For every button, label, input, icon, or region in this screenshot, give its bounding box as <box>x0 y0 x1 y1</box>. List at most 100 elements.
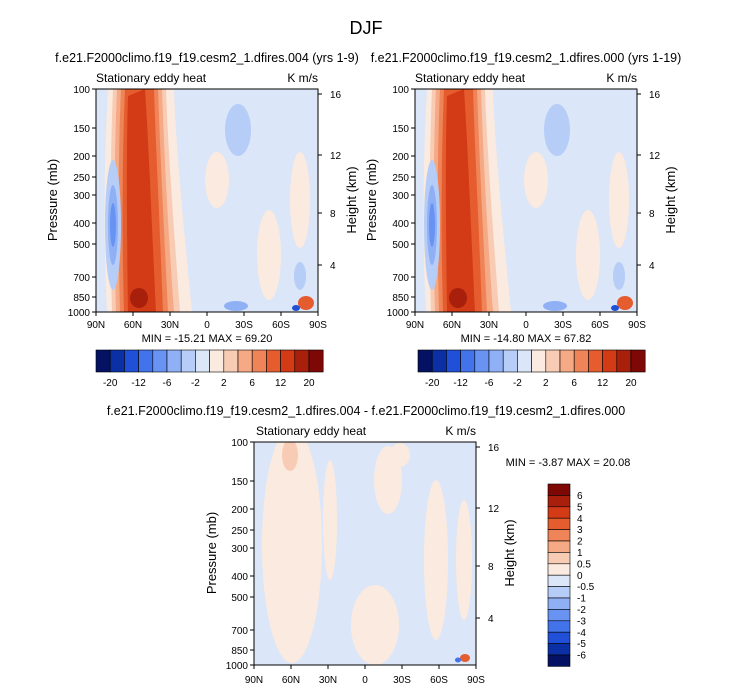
panel-1-colorbar-box <box>223 349 239 373</box>
panel-1-x-tick-label: 0 <box>204 320 210 331</box>
panel-3-colorbar-box <box>547 654 571 667</box>
panel-3-y-tick-label: 150 <box>231 477 248 488</box>
panel-1-positive-cell-1 <box>205 152 229 208</box>
panel-2-colorbar-label: 6 <box>571 378 577 389</box>
panel-1-negative-cell-5 <box>294 262 306 290</box>
panel-2-min-max: MIN = -14.80 MAX = 67.82 <box>461 333 592 345</box>
panel-1-y-tick-label: 250 <box>73 173 90 184</box>
panel-3-colorbar-box <box>547 631 571 644</box>
panel-1-colorbar-box <box>237 349 253 373</box>
panel-1-colorbar-box <box>294 349 310 373</box>
panel-3-positive-cell-6 <box>351 585 399 665</box>
panel-2-colorbar-box <box>446 349 461 373</box>
panel-2-positive-cell-4 <box>617 296 633 310</box>
panel-2-contour-30 <box>445 89 475 312</box>
panel-1-positive-cell-4 <box>298 296 314 310</box>
panel-1-y-tick-label: 100 <box>73 85 90 96</box>
panel-3-y-axis-label: Pressure (mb) <box>204 512 219 594</box>
panel-3-colorbar-box <box>547 517 571 530</box>
panel-3-height-tick-labels: 16 12 8 4 <box>488 443 500 625</box>
panel-2-colorbar-box <box>588 349 603 373</box>
panel-1-left-label: Stationary eddy heat <box>96 71 207 85</box>
panel-1-height-tick-label: 12 <box>330 151 342 162</box>
panel-3-title: f.e21.F2000climo.f19_f19.cesm2_1.dfires.… <box>107 404 625 418</box>
panel-2-y-tick-labels: 100 150 200 250 300 400 500 700 850 1000 <box>387 85 410 319</box>
panel-2-colorbar-box <box>417 349 433 373</box>
panel-1-tick-marks <box>92 88 322 316</box>
panel-1-colorbar-box <box>109 349 125 373</box>
panel-1-colorbar: -20 -12 -6 -2 2 6 12 20 <box>95 349 324 389</box>
panel-1-colorbar-label: -6 <box>163 378 172 389</box>
panel-3-colorbar-label: 6 <box>577 491 583 502</box>
panel-1-colorbar-label: 12 <box>275 378 287 389</box>
panel-3-x-tick-label: 90N <box>245 675 263 686</box>
panel-2-colorbar-label: 2 <box>543 378 549 389</box>
panel-3-left-label: Stationary eddy heat <box>256 424 367 438</box>
panel-2-negative-cell-3 <box>429 203 435 247</box>
panel-1-x-tick-label: 90S <box>309 320 327 331</box>
panel-3-colorbar-label: -2 <box>577 605 586 616</box>
panel-3-positive-cell-5 <box>390 443 410 467</box>
panel-1-contour-max <box>130 288 148 308</box>
panel-2-colorbar: -20 -12 -6 -2 2 6 12 20 <box>417 349 646 389</box>
panel-2-positive-cell-2 <box>576 210 600 300</box>
panel-2: f.e21.F2000climo.f19_f19.cesm2_1.dfires.… <box>364 51 681 389</box>
panel-2-x-tick-label: 0 <box>523 320 529 331</box>
panel-2-negative-cell-4 <box>544 104 570 156</box>
panel-2-colorbar-box <box>616 349 632 373</box>
panel-2-x-tick-label: 60S <box>591 320 609 331</box>
panel-1-y-tick-labels: 100 150 200 250 300 400 500 700 850 1000 <box>68 85 91 319</box>
panel-3-colorbar-label: 5 <box>577 502 583 513</box>
panel-1-colorbar-label: -2 <box>191 378 200 389</box>
panel-1-y-tick-label: 400 <box>73 219 90 230</box>
panel-3-y-tick-label: 250 <box>231 526 248 537</box>
panel-2-y-tick-label: 200 <box>392 152 409 163</box>
panel-3-colorbar-label: -3 <box>577 616 586 627</box>
panel-3-positive-cell-7 <box>424 480 448 640</box>
panel-3-colorbar-box <box>547 495 571 508</box>
panel-3-colorbar-label: 2 <box>577 537 583 548</box>
panel-3-height-tick-label: 4 <box>488 614 494 625</box>
panel-3-colorbar-label: -0.5 <box>577 582 595 593</box>
panel-2-colorbar-box <box>545 349 561 373</box>
panel-2-units-label: K m/s <box>606 71 637 85</box>
panel-3-height-tick-label: 12 <box>488 504 500 515</box>
panel-2-colorbar-box <box>559 349 575 373</box>
panel-3-colorbar-box <box>547 609 571 622</box>
panel-1-height-tick-label: 8 <box>330 209 336 220</box>
panel-2-colorbar-label: -6 <box>485 378 494 389</box>
panel-2-colorbar-box <box>573 349 589 373</box>
panel-2-height-tick-labels: 16 12 8 4 <box>649 90 661 272</box>
panel-1-contour-30 <box>126 89 156 312</box>
panel-1-colorbar-box <box>138 349 154 373</box>
panel-2-negative-cell-7 <box>611 305 619 311</box>
panel-2-height-tick-label: 16 <box>649 90 661 101</box>
panel-1-colorbar-label: -12 <box>131 378 146 389</box>
panel-3-x-tick-label: 30S <box>393 675 411 686</box>
panel-2-colorbar-box <box>474 349 490 373</box>
panel-3-x-tick-label: 90S <box>467 675 485 686</box>
panel-3-positive-cell-9 <box>460 654 470 662</box>
panel-3-y-tick-label: 700 <box>231 626 248 637</box>
panel-3-y-tick-label: 850 <box>231 646 248 657</box>
panel-1-colorbar-box <box>209 349 225 373</box>
panel-2-height-tick-label: 4 <box>649 261 655 272</box>
panel-2-y-tick-label: 1000 <box>387 308 410 319</box>
panel-1-negative-cell-4 <box>225 104 251 156</box>
panel-3-y-tick-label: 200 <box>231 505 248 516</box>
panel-3-contour-field <box>254 442 476 665</box>
panel-1-colorbar-box <box>280 349 296 373</box>
panel-2-colorbar-label: -2 <box>513 378 522 389</box>
panel-2-negative-cell-6 <box>543 301 567 311</box>
panel-3-colorbar-label: -4 <box>577 628 586 639</box>
panel-2-colorbar-label: 12 <box>597 378 609 389</box>
panel-1-negative-cell-7 <box>292 305 300 311</box>
panel-2-colorbar-label: -20 <box>425 378 440 389</box>
panel-1-y-tick-label: 500 <box>73 240 90 251</box>
panel-3-colorbar-box <box>547 620 571 633</box>
panel-3-height-axis-label: Height (km) <box>502 519 517 586</box>
panel-2-y-tick-label: 500 <box>392 240 409 251</box>
panel-2-colorbar-box <box>488 349 504 373</box>
panel-3-units-label: K m/s <box>445 424 476 438</box>
panel-3-colorbar-label: 4 <box>577 514 583 525</box>
